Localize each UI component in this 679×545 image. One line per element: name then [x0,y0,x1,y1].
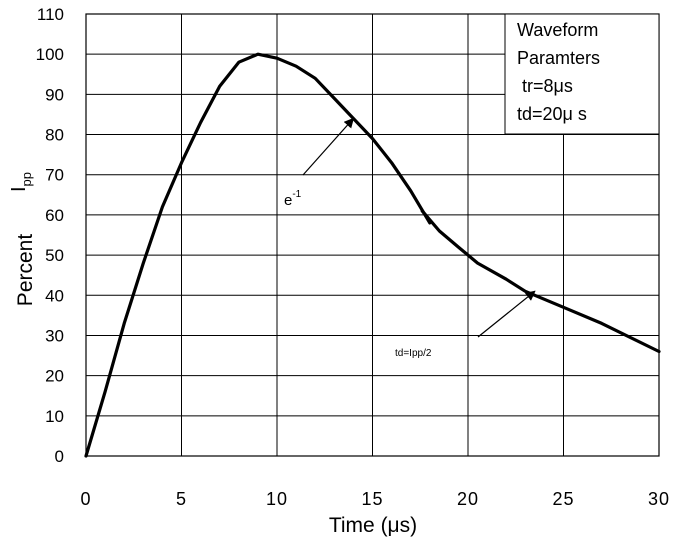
x-axis-label: Time (μs) [329,514,417,537]
y-tick-label: 20 [45,367,64,386]
y-tick-label: 0 [55,447,64,466]
y-tick-label: 110 [37,5,64,24]
y-tick-label: 60 [45,206,64,225]
info-box-line-1: Waveform [517,20,598,40]
y-tick-label: 100 [36,45,64,64]
annotation-e-inverse: e-1 [284,117,355,209]
y-axis-symbol: Ipp [8,172,34,192]
waveform-series [84,52,661,458]
y-tick-label: 40 [45,286,64,305]
annotation-td-half: td=Ipp/2 [395,290,536,359]
y-tick-label: 30 [45,326,64,345]
y-axis-label: Percent [14,234,37,307]
annotation-e-label: e-1 [284,189,302,209]
info-box-background [504,13,660,135]
x-tick-labels: 0 5 10 15 20 25 30 [80,489,670,509]
x-tick-label: 25 [552,489,574,509]
x-tick-label: 0 [80,489,91,509]
y-tick-label: 90 [45,85,64,104]
info-box-line-4: td=20μ s [517,104,587,124]
plot-border [85,13,660,457]
y-tick-label: 50 [45,246,64,265]
annotation-e-superscript: -1 [292,189,301,200]
x-tick-label: 30 [648,489,670,509]
info-box-line-3: tr=8μs [522,76,573,96]
y-axis-symbol-main: I [8,186,30,192]
x-tick-label: 15 [361,489,383,509]
y-tick-label: 80 [45,126,64,145]
y-axis-symbol-sub: pp [19,172,34,186]
info-box: Waveform Paramters tr=8μs td=20μ s [504,13,660,135]
y-tick-labels: 0 10 20 30 40 50 60 70 80 90 100 110 [36,5,64,466]
annotation-e-arrow [302,117,355,176]
x-tick-label: 5 [176,489,187,509]
waveform-line-segment-2 [420,209,661,354]
info-box-line-2: Paramters [517,48,600,68]
y-tick-label: 10 [45,407,64,426]
y-tick-label: 70 [45,166,64,185]
annotation-e-base: e [284,192,292,209]
annotation-td-arrow [477,290,536,338]
annotation-td-label: td=Ipp/2 [395,348,432,359]
x-tick-label: 10 [266,489,288,509]
x-tick-label: 20 [457,489,479,509]
waveform-line-segment-1 [84,52,432,458]
